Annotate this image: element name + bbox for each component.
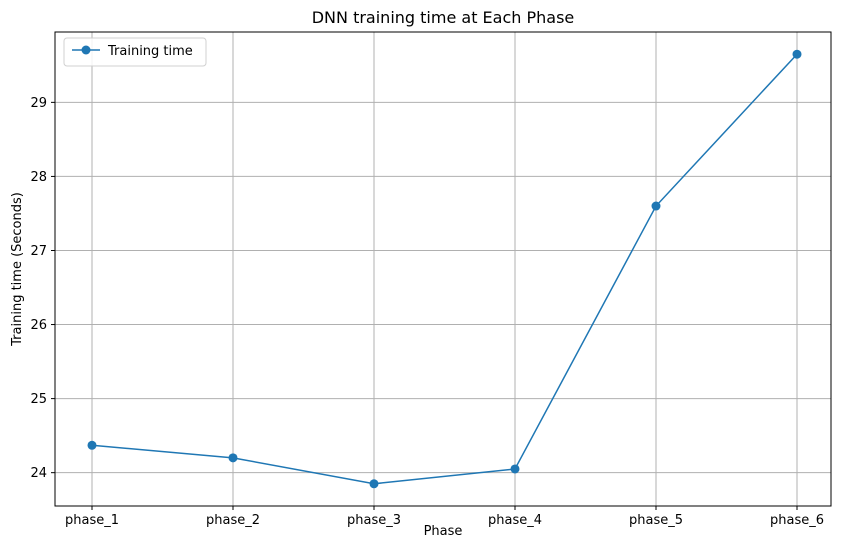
x-tick-label: phase_6 [770, 513, 824, 528]
series-line [91, 53, 798, 485]
plot-frame [54, 31, 832, 507]
legend-label: Training time [107, 44, 193, 59]
data-point [228, 453, 238, 463]
data-point [87, 440, 97, 450]
legend-box [63, 37, 207, 67]
y-tick-label: 29 [30, 96, 47, 111]
legend-marker-swatch [81, 45, 91, 55]
y-axis-label: Training time (Seconds) [10, 192, 25, 347]
ticks: phase_1 phase_2 phase_3 phase_4 phase_5 phase… [30, 96, 824, 528]
x-tick-label: phase_4 [488, 513, 542, 528]
data-point [651, 201, 661, 211]
chart-title: DNN training time at Each Phase [312, 8, 575, 27]
legend: Training time [63, 37, 207, 67]
x-tick-label: phase_5 [629, 513, 683, 528]
x-tick-label: phase_1 [65, 513, 119, 528]
y-tick-label: 25 [30, 392, 47, 407]
y-tick-label: 28 [30, 170, 47, 185]
data-point [792, 49, 802, 59]
grid [55, 32, 831, 506]
x-tick-label: phase_2 [206, 513, 260, 528]
y-tick-label: 27 [30, 244, 47, 259]
series [87, 49, 802, 489]
data-point [369, 479, 379, 489]
x-axis-label: Phase [424, 524, 463, 539]
x-tick-label: phase_3 [347, 513, 401, 528]
data-point [510, 464, 520, 474]
y-tick-label: 24 [30, 466, 47, 481]
y-tick-label: 26 [30, 318, 47, 333]
